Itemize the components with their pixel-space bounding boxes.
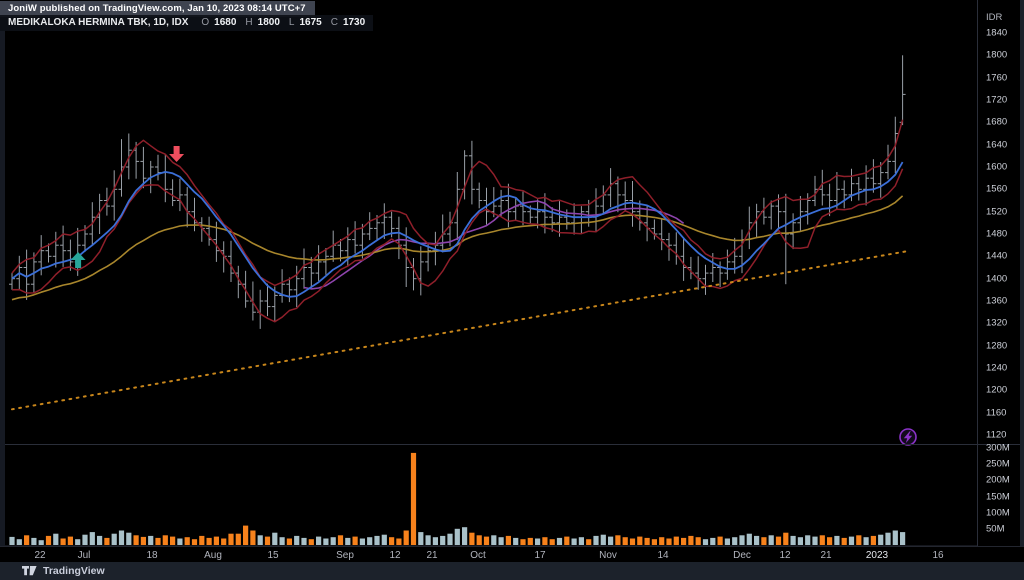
volume-tick-label: 50M (986, 523, 1005, 535)
buy-arrow-icon[interactable] (70, 252, 86, 268)
time-tick-label: 15 (267, 550, 279, 561)
price-tick-label: 1560 (986, 183, 1008, 195)
time-tick-label: 16 (932, 550, 944, 561)
brand-name[interactable]: TradingView (43, 565, 105, 577)
ma-blue-line (11, 161, 904, 298)
open-value: 1680 (214, 17, 237, 28)
time-tick-label: Jul (77, 550, 91, 561)
volume-tick-label: 100M (986, 507, 1010, 519)
price-tick-label: 1280 (986, 340, 1008, 352)
time-tick-label: Nov (599, 550, 617, 561)
time-tick-label: 14 (657, 550, 669, 561)
ma-purple-line (303, 200, 685, 290)
open-label: O (201, 17, 210, 28)
price-tick-label: 1720 (986, 94, 1008, 106)
close-label: C (330, 17, 338, 28)
price-tick-label: 1360 (986, 295, 1008, 307)
publish-badge: JoniW published on TradingView.com, Jan … (0, 1, 315, 17)
time-tick-label: 17 (534, 550, 546, 561)
right-edge-border (1020, 0, 1024, 562)
time-tick-label: 21 (426, 550, 438, 561)
volume-tick-label: 300M (986, 442, 1010, 454)
price-tick-label: 1160 (986, 407, 1007, 419)
left-edge-border (0, 30, 5, 546)
low-value: 1675 (299, 17, 322, 28)
footer: TradingView (0, 562, 1024, 580)
time-axis[interactable]: 22 Jul 18 Aug 15 Sep 12 21 Oct 17 Nov 14 Dec 12 21 2023… (0, 546, 1024, 562)
time-tick-label: 12 (779, 550, 791, 561)
price-tick-label: 1320 (986, 317, 1008, 329)
volume-tick-label: 150M (986, 491, 1010, 502)
time-tick-label: 12 (389, 550, 401, 561)
volume-bars (9, 452, 906, 545)
time-tick-label: 18 (146, 550, 158, 561)
price-tick-label: 1600 (986, 161, 1008, 173)
ma-red-upper-line (11, 119, 904, 287)
time-tick-label: 2023 (865, 550, 889, 561)
price-tick-label: 1120 (986, 429, 1007, 441)
price-axis[interactable]: IDR 1840 1800 1760 1720 1680 1640 1600 1560 1520… (978, 0, 1020, 546)
time-tick-label: Oct (470, 550, 486, 561)
high-label: H (245, 17, 253, 28)
low-label: L (288, 17, 295, 28)
price-tick-label: 1640 (986, 139, 1008, 151)
tradingview-logo-icon[interactable] (22, 566, 37, 576)
symbol-title[interactable]: MEDIKALOKA HERMINA TBK, 1D, IDX (8, 17, 189, 28)
high-value: 1800 (257, 17, 280, 28)
price-tick-label: 1240 (986, 362, 1008, 374)
price-tick-label: 1400 (986, 273, 1008, 285)
currency-label: IDR (986, 12, 1003, 23)
volume-tick-label: 250M (986, 458, 1010, 470)
price-tick-label: 1200 (986, 384, 1008, 396)
time-tick-label: Sep (336, 550, 354, 561)
time-tick-label: 22 (34, 550, 46, 561)
boost-icon[interactable] (899, 428, 917, 446)
time-tick-label: 21 (820, 550, 832, 561)
price-tick-label: 1840 (986, 27, 1008, 39)
volume-tick-label: 200M (986, 474, 1010, 486)
ma-red-lower-line (11, 168, 904, 323)
price-tick-label: 1520 (986, 206, 1008, 218)
price-tick-label: 1480 (986, 228, 1008, 240)
close-value: 1730 (342, 17, 366, 28)
price-tick-label: 1440 (986, 250, 1008, 262)
price-tick-label: 1800 (986, 49, 1008, 61)
time-tick-label: Aug (204, 550, 222, 561)
sell-arrow-icon[interactable] (169, 146, 185, 162)
trend-dotted-line[interactable] (11, 249, 911, 411)
time-tick-label: Dec (733, 550, 751, 561)
price-tick-label: 1760 (986, 72, 1008, 84)
price-tick-label: 1680 (986, 116, 1008, 128)
